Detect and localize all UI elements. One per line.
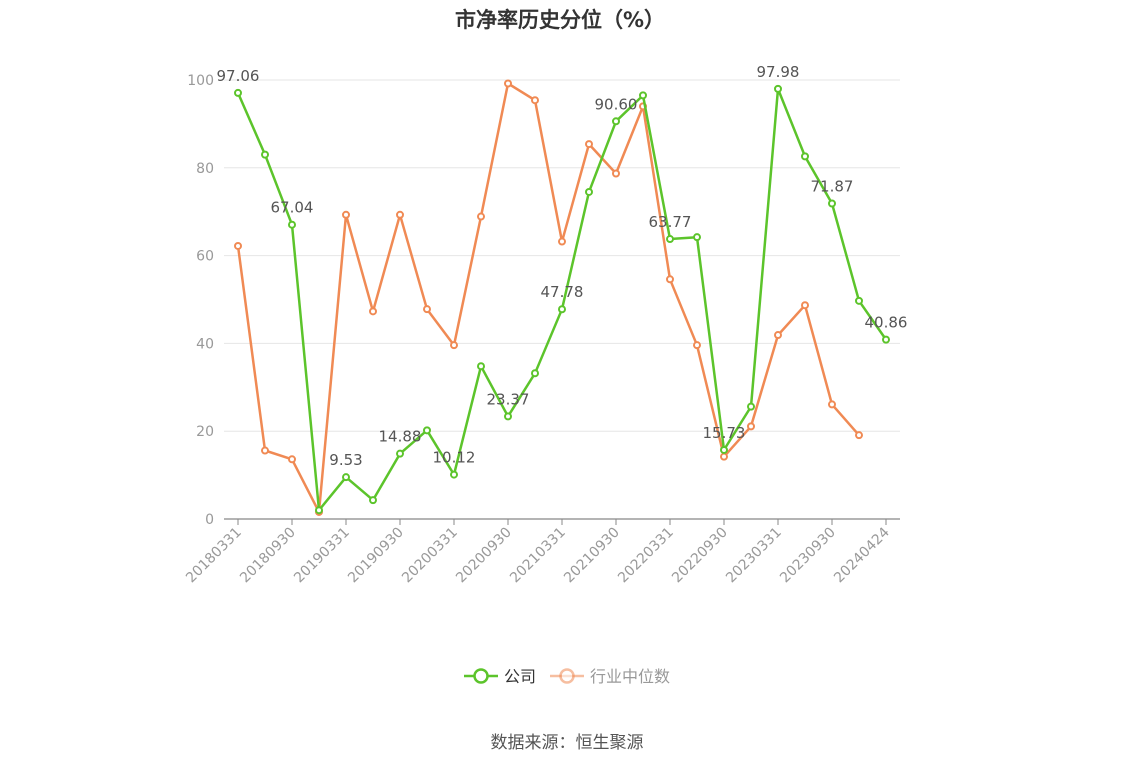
y-tick-label: 100 xyxy=(187,73,214,89)
x-tick-label: 20210930 xyxy=(561,525,623,587)
x-tick-label: 20230331 xyxy=(723,525,785,587)
industry-point xyxy=(828,400,836,409)
company-point xyxy=(396,449,404,458)
industry-point xyxy=(855,431,863,440)
industry-point xyxy=(693,341,701,350)
company-point xyxy=(531,369,539,378)
legend[interactable]: 公司 行业中位数 xyxy=(464,667,670,686)
company-point xyxy=(639,91,647,100)
company-point xyxy=(342,473,350,482)
series-layer xyxy=(234,79,890,516)
company-point xyxy=(801,152,809,161)
legend-item-industry[interactable]: 行业中位数 xyxy=(550,667,670,686)
industry-point xyxy=(396,210,404,219)
company-point xyxy=(315,506,323,515)
industry-point xyxy=(369,307,377,316)
company-point xyxy=(747,402,755,411)
y-tick-label: 60 xyxy=(196,249,214,265)
company-point xyxy=(423,426,431,435)
company-point xyxy=(774,84,782,93)
legend-label: 公司 xyxy=(504,667,536,686)
industry-point xyxy=(531,96,539,105)
legend-label: 行业中位数 xyxy=(590,667,670,686)
industry-point xyxy=(558,237,566,246)
data-label: 40.86 xyxy=(865,314,908,332)
x-tick-label: 20230930 xyxy=(777,525,839,587)
company-point xyxy=(477,362,485,371)
industry-point xyxy=(288,455,296,464)
y-tick-label: 20 xyxy=(196,424,214,440)
legend-item-company[interactable]: 公司 xyxy=(464,667,536,686)
x-tick-label: 20190331 xyxy=(291,525,353,587)
label-layer: 97.06 67.04 9.53 14.88 10.12 23.37 47.78 90.60 6… xyxy=(217,63,908,469)
company-point xyxy=(369,496,377,505)
industry-point xyxy=(747,422,755,431)
company-point xyxy=(558,305,566,314)
industry-point xyxy=(423,305,431,314)
grid-layer xyxy=(224,79,900,432)
data-label: 23.37 xyxy=(487,390,530,408)
axis-layer: 0 20 40 60 80 100 2018033120180930201903312019… xyxy=(183,73,900,586)
company-point xyxy=(882,335,890,344)
data-label: 97.98 xyxy=(757,63,800,81)
data-label: 14.88 xyxy=(379,428,422,446)
company-point xyxy=(585,187,593,196)
industry-point xyxy=(450,341,458,350)
company-point xyxy=(288,220,296,229)
legend-marker xyxy=(559,668,575,684)
industry-line xyxy=(236,82,860,514)
data-label: 47.78 xyxy=(541,283,584,301)
y-tick-label: 40 xyxy=(196,336,214,352)
company-point xyxy=(261,150,269,159)
legend-marker xyxy=(473,668,489,684)
industry-point xyxy=(774,331,782,340)
data-label: 9.53 xyxy=(329,451,362,469)
industry-point xyxy=(234,241,242,250)
industry-point xyxy=(612,169,620,178)
data-label: 63.77 xyxy=(649,213,692,231)
company-point xyxy=(666,235,674,244)
x-tick-label: 20200331 xyxy=(399,525,461,587)
data-label: 15.73 xyxy=(703,424,746,442)
industry-point xyxy=(477,212,485,221)
industry-point xyxy=(585,140,593,149)
data-label: 10.12 xyxy=(433,449,476,467)
chart-title: 市净率历史分位（%） xyxy=(454,8,666,32)
company-point xyxy=(612,117,620,126)
x-tick-label: 20220331 xyxy=(615,525,677,587)
x-tick-label: 20200930 xyxy=(453,525,515,587)
industry-point xyxy=(720,452,728,461)
company-point xyxy=(720,445,728,454)
industry-point xyxy=(801,301,809,310)
data-label: 71.87 xyxy=(811,177,854,195)
y-tick-label: 0 xyxy=(205,512,214,528)
x-tick-label: 20220930 xyxy=(669,525,731,587)
x-tick-label: 20210331 xyxy=(507,525,569,587)
company-point xyxy=(828,199,836,208)
data-label: 90.60 xyxy=(595,95,638,113)
x-tick-label: 20180331 xyxy=(183,525,245,587)
company-point xyxy=(855,296,863,305)
data-label: 67.04 xyxy=(271,199,314,217)
industry-point xyxy=(342,210,350,219)
company-point xyxy=(504,412,512,421)
x-tick-label: 20240424 xyxy=(831,524,893,586)
industry-point xyxy=(666,275,674,284)
company-point xyxy=(234,88,242,97)
x-tick-label: 20180930 xyxy=(237,525,299,587)
company-point xyxy=(693,233,701,242)
data-label: 97.06 xyxy=(217,67,260,85)
y-tick-label: 80 xyxy=(196,161,214,177)
source-note: 数据来源：恒生聚源 xyxy=(490,733,644,753)
industry-point xyxy=(261,446,269,455)
company-point xyxy=(450,470,458,479)
x-tick-label: 20190930 xyxy=(345,525,407,587)
industry-point xyxy=(504,79,512,88)
